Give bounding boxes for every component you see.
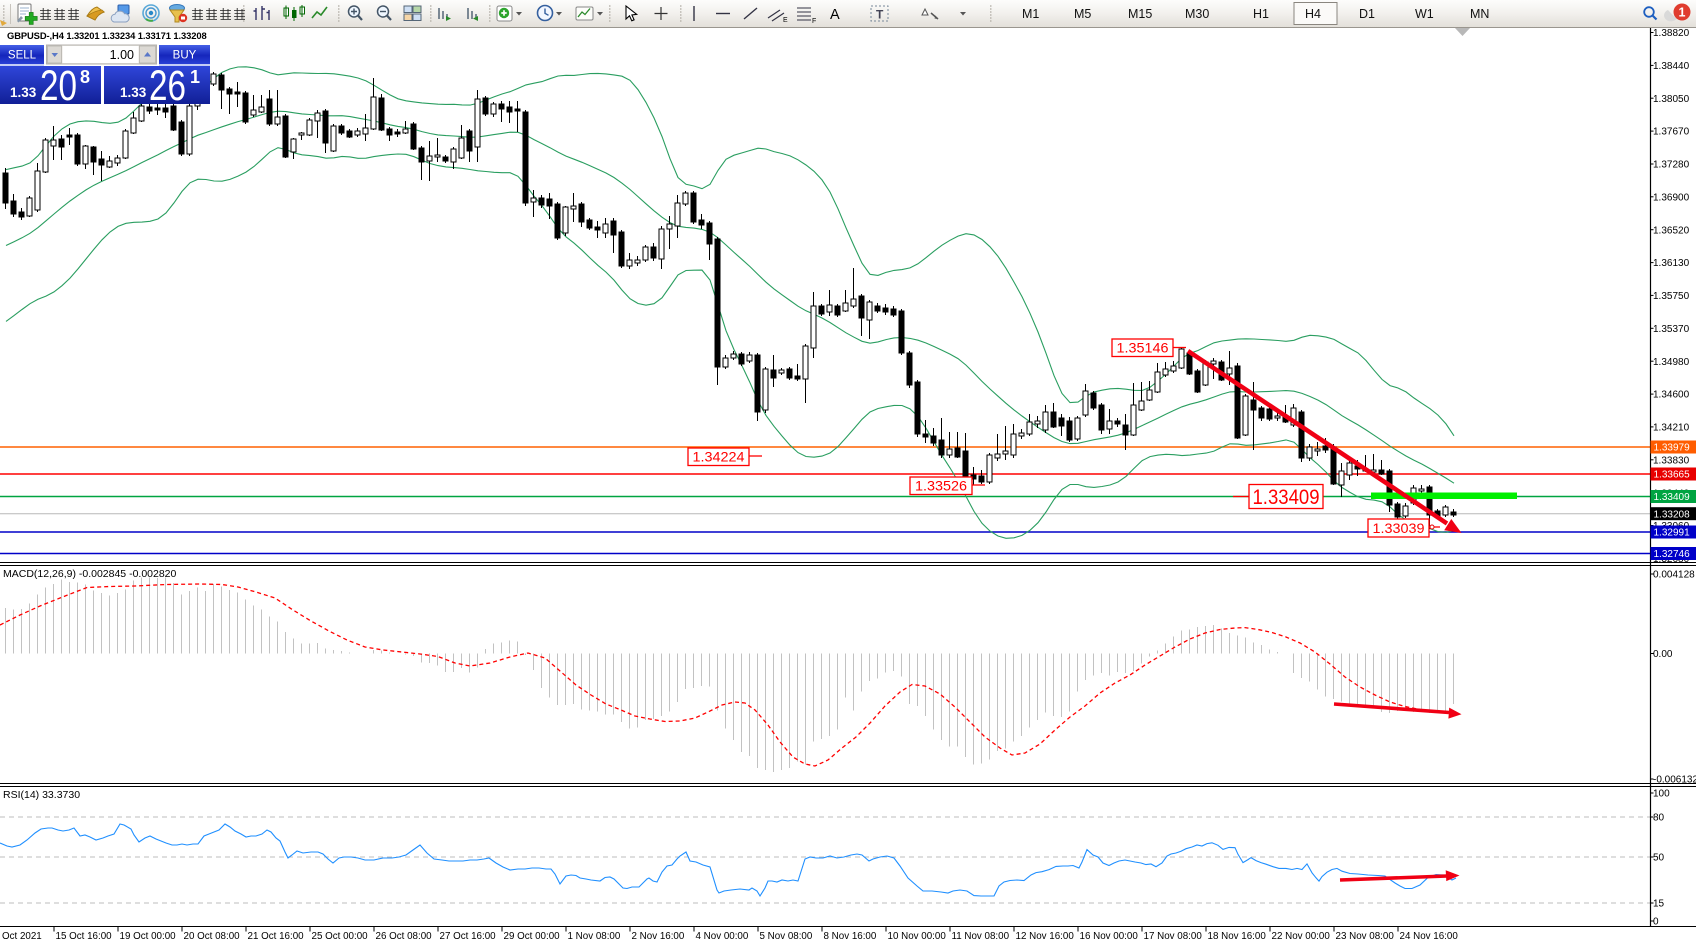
svg-text:0: 0	[1653, 917, 1659, 928]
svg-text:24 Nov 16:00: 24 Nov 16:00	[1400, 931, 1459, 941]
svg-text:22 Nov 00:00: 22 Nov 00:00	[1272, 931, 1331, 941]
svg-text:1.33526: 1.33526	[915, 479, 967, 494]
svg-text:29 Oct 00:00: 29 Oct 00:00	[504, 931, 561, 941]
svg-text:26: 26	[149, 62, 186, 110]
svg-text:1.33039: 1.33039	[1373, 521, 1425, 536]
svg-text:5 Nov 08:00: 5 Nov 08:00	[760, 931, 813, 941]
svg-text:SELL: SELL	[8, 50, 37, 62]
svg-text:50: 50	[1653, 853, 1665, 864]
svg-text:1.35146: 1.35146	[1117, 341, 1169, 356]
svg-text:16 Nov 00:00: 16 Nov 00:00	[1080, 931, 1139, 941]
svg-text:1.34980: 1.34980	[1653, 357, 1690, 368]
svg-text:MACD(12,26,9) -0.002845 -0.002: MACD(12,26,9) -0.002845 -0.002820	[3, 568, 177, 580]
svg-text:1.38050: 1.38050	[1653, 94, 1690, 105]
svg-text:100: 100	[1653, 789, 1670, 800]
svg-text:80: 80	[1653, 813, 1665, 824]
svg-text:15 Oct 16:00: 15 Oct 16:00	[56, 931, 113, 941]
svg-text:H1: H1	[1253, 7, 1269, 21]
svg-text:1.32991: 1.32991	[1654, 528, 1691, 539]
svg-text:1.32746: 1.32746	[1654, 549, 1691, 560]
svg-text:H4: H4	[1305, 7, 1321, 21]
svg-text:1.34210: 1.34210	[1653, 423, 1690, 434]
svg-text:1.33979: 1.33979	[1654, 443, 1691, 454]
svg-text:GBPUSD-,H4 1.33201 1.33234 1.: GBPUSD-,H4 1.33201 1.33234 1.33171 1.332…	[7, 30, 207, 41]
svg-text:4 Nov 00:00: 4 Nov 00:00	[696, 931, 749, 941]
svg-text:25 Oct 00:00: 25 Oct 00:00	[312, 931, 369, 941]
svg-text:1.38440: 1.38440	[1653, 61, 1690, 72]
svg-text:1.35370: 1.35370	[1653, 324, 1690, 335]
svg-text:D1: D1	[1359, 7, 1375, 21]
svg-text:26 Oct 08:00: 26 Oct 08:00	[376, 931, 433, 941]
svg-text:1.33830: 1.33830	[1653, 455, 1690, 466]
svg-text:1.36520: 1.36520	[1653, 225, 1690, 236]
svg-text:0.004128: 0.004128	[1653, 570, 1695, 581]
svg-text:1.33: 1.33	[120, 85, 147, 100]
svg-text:19 Oct 00:00: 19 Oct 00:00	[120, 931, 177, 941]
svg-text:1 Nov 08:00: 1 Nov 08:00	[568, 931, 621, 941]
svg-text:E: E	[783, 17, 788, 24]
svg-text:A: A	[830, 7, 840, 23]
svg-text:1.33: 1.33	[10, 85, 37, 100]
svg-text:W1: W1	[1415, 7, 1434, 21]
svg-text:-0.006132: -0.006132	[1653, 775, 1696, 786]
svg-text:8 Nov 16:00: 8 Nov 16:00	[824, 931, 877, 941]
svg-text:Oct 2021: Oct 2021	[2, 931, 42, 941]
svg-text:20 Oct 08:00: 20 Oct 08:00	[184, 931, 241, 941]
svg-text:11 Nov 08:00: 11 Nov 08:00	[952, 931, 1010, 941]
svg-text:1.34224: 1.34224	[693, 450, 746, 465]
svg-text:1.35750: 1.35750	[1653, 291, 1690, 302]
svg-text:RSI(14) 33.3730: RSI(14) 33.3730	[3, 789, 80, 801]
svg-text:0.00: 0.00	[1653, 649, 1673, 660]
svg-text:1.00: 1.00	[110, 48, 134, 62]
svg-text:T: T	[876, 8, 884, 22]
svg-text:1: 1	[1679, 6, 1686, 20]
svg-text:8: 8	[80, 67, 90, 87]
svg-text:21 Oct 16:00: 21 Oct 16:00	[248, 931, 305, 941]
svg-text:17 Nov 08:00: 17 Nov 08:00	[1144, 931, 1203, 941]
svg-text:15: 15	[1653, 899, 1665, 910]
svg-text:M15: M15	[1128, 7, 1152, 21]
svg-text:18 Nov 16:00: 18 Nov 16:00	[1208, 931, 1267, 941]
svg-text:1.37670: 1.37670	[1653, 127, 1690, 138]
svg-text:1.34600: 1.34600	[1653, 390, 1690, 401]
svg-text:1.37280: 1.37280	[1653, 160, 1690, 171]
svg-text:1.38820: 1.38820	[1653, 28, 1690, 39]
svg-text:BUY: BUY	[173, 50, 197, 62]
svg-text:12 Nov 16:00: 12 Nov 16:00	[1016, 931, 1075, 941]
svg-text:1.33409: 1.33409	[1654, 492, 1691, 503]
svg-text:2 Nov 16:00: 2 Nov 16:00	[632, 931, 685, 941]
svg-text:1: 1	[190, 67, 200, 87]
svg-text:M30: M30	[1185, 7, 1209, 21]
svg-text:1.33208: 1.33208	[1654, 509, 1691, 520]
svg-text:1.36130: 1.36130	[1653, 258, 1690, 269]
svg-text:1.33409: 1.33409	[1253, 485, 1320, 509]
svg-text:1.36900: 1.36900	[1653, 192, 1690, 203]
svg-text:M1: M1	[1022, 7, 1039, 21]
svg-text:F: F	[812, 18, 816, 25]
svg-text:10 Nov 00:00: 10 Nov 00:00	[888, 931, 947, 941]
svg-text:M5: M5	[1074, 7, 1091, 21]
svg-text:23 Nov 08:00: 23 Nov 08:00	[1336, 931, 1395, 941]
svg-text:1.33665: 1.33665	[1654, 470, 1691, 481]
svg-text:27 Oct 16:00: 27 Oct 16:00	[440, 931, 497, 941]
svg-text:MN: MN	[1470, 7, 1489, 21]
svg-text:20: 20	[40, 62, 77, 110]
